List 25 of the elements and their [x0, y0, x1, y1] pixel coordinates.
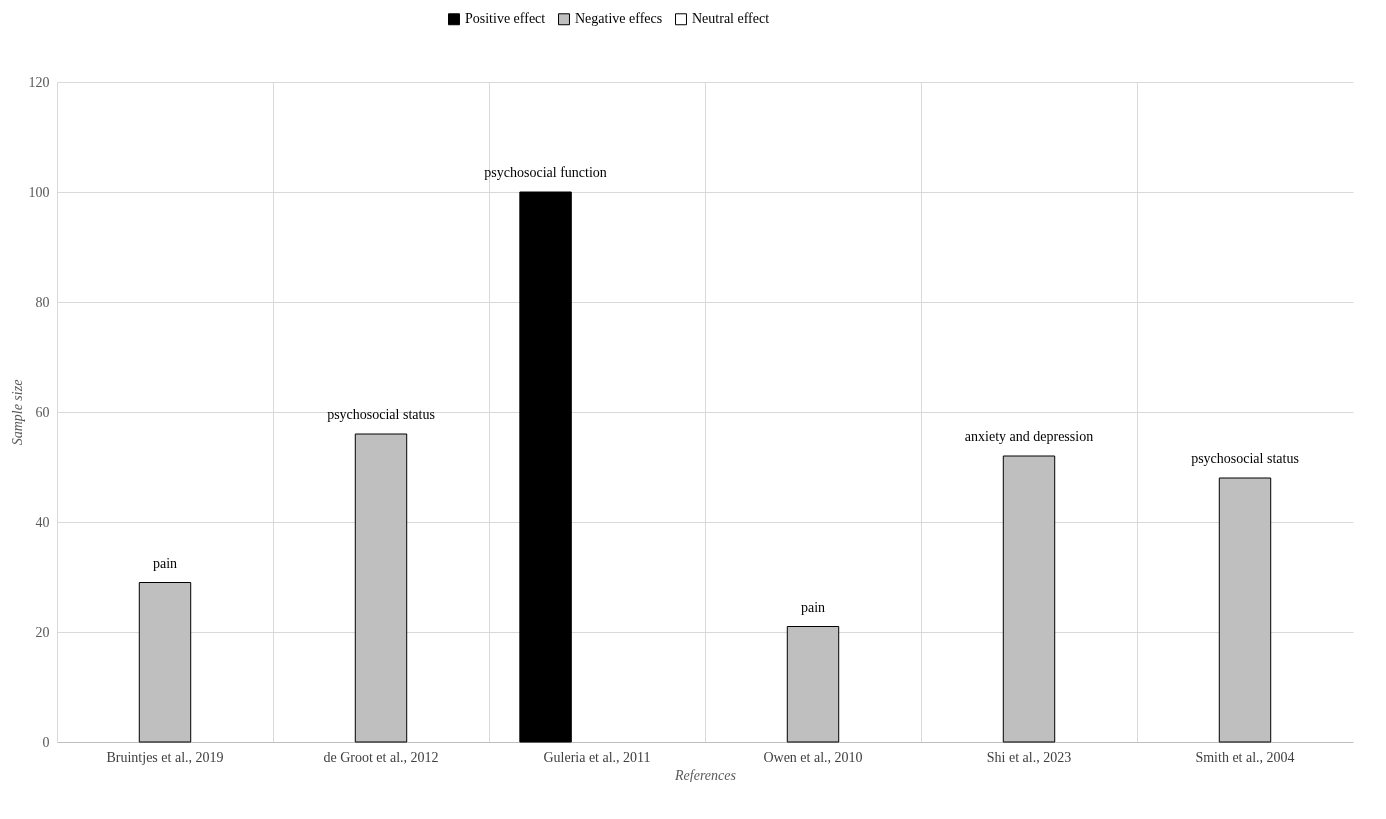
x-tick-label: Bruintjes et al., 2019	[106, 749, 224, 765]
y-tick-label: 0	[42, 734, 50, 750]
y-axis-title: Sample size	[9, 379, 25, 446]
y-tick-label: 120	[28, 74, 50, 90]
annotation: psychosocial function	[484, 165, 607, 180]
annotation: psychosocial status	[1191, 451, 1299, 466]
y-tick-label: 80	[35, 294, 50, 310]
y-tick-label: 100	[28, 184, 50, 200]
annotation: pain	[800, 599, 826, 615]
x-tick-label: Owen et al., 2010	[763, 749, 863, 765]
bar	[519, 191, 572, 743]
annotation: anxiety and depression	[964, 429, 1094, 444]
x-tick-label: de Groot et al., 2012	[323, 749, 439, 765]
x-tick-label: Guleria et al., 2011	[543, 749, 651, 765]
y-tick-label: 60	[35, 404, 50, 420]
annotation: pain	[152, 555, 178, 571]
legend-label: Neutral effect	[692, 11, 770, 27]
y-tick-label: 20	[35, 624, 50, 640]
x-axis-title: References	[674, 767, 737, 783]
annotation: psychosocial status	[327, 407, 435, 422]
legend-label: Negative effecs	[575, 11, 663, 27]
y-tick-label: 40	[35, 514, 50, 530]
x-tick-label: Smith et al., 2004	[1195, 749, 1295, 765]
legend-label: Positive effect	[465, 11, 546, 27]
x-tick-label: Shi et al., 2023	[986, 749, 1072, 765]
